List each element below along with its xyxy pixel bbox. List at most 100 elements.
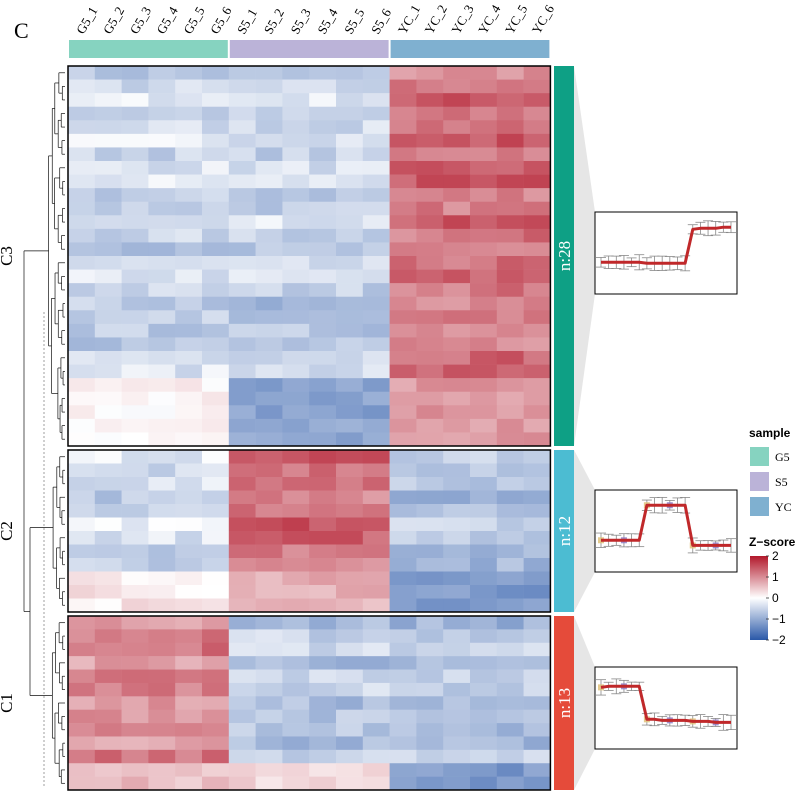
heatmap-cell [228, 517, 256, 532]
heatmap-cell [443, 517, 471, 532]
heatmap-cell [470, 405, 498, 420]
heatmap-cell [470, 93, 498, 108]
heatmap-cell [121, 147, 149, 162]
heatmap-cell [309, 736, 337, 751]
heatmap-cell [255, 391, 283, 406]
heatmap-cell [228, 598, 256, 613]
heatmap-cell [94, 531, 122, 545]
heatmap-cell [175, 188, 203, 203]
heatmap-cell [470, 66, 498, 80]
heatmap-cell [416, 201, 444, 216]
heatmap-cell [309, 161, 337, 175]
heatmap-cell [68, 544, 96, 559]
heatmap-cell [68, 188, 96, 203]
heatmap-cell [94, 256, 122, 270]
heatmap-cell [470, 120, 498, 135]
heatmap-cell [228, 504, 256, 518]
heatmap-cell [362, 696, 390, 710]
heatmap-cell [282, 133, 310, 148]
heatmap-cell [68, 776, 96, 791]
heatmap-cell [336, 749, 364, 764]
heatmap-cell [389, 517, 417, 532]
heatmap-cell [282, 642, 310, 657]
heatmap-cell [496, 642, 524, 657]
heatmap-cell [282, 432, 310, 447]
heatmap-cell [282, 682, 310, 697]
heatmap-cell [362, 201, 390, 216]
heatmap-cell [416, 490, 444, 505]
heatmap-cell [362, 93, 390, 108]
heatmap-cell [175, 571, 203, 586]
heatmap-cell [255, 642, 283, 657]
heatmap-cell [416, 337, 444, 352]
heatmap-cell [496, 147, 524, 162]
heatmap-cell [228, 642, 256, 657]
heatmap-cell [443, 405, 471, 420]
heatmap-cell [470, 616, 498, 630]
heatmap-cell [202, 571, 230, 586]
heatmap-cell [228, 242, 256, 257]
cluster-label-c3: C3 [0, 246, 16, 266]
heatmap-cell [175, 656, 203, 670]
heatmap-cell [68, 709, 96, 724]
heatmap-cell [496, 490, 524, 505]
heatmap-cell [202, 201, 230, 216]
heatmap-cell [362, 490, 390, 505]
heatmap-cell [336, 256, 364, 270]
heatmap-cell [202, 256, 230, 270]
heatmap-cell [496, 598, 524, 613]
heatmap-cell [416, 378, 444, 393]
heatmap-cell [121, 477, 149, 491]
heatmap-cell [443, 66, 471, 80]
heatmap-cell [148, 709, 176, 724]
zscore-tick-label: 1 [772, 570, 779, 584]
heatmap-cell [389, 133, 417, 148]
heatmap-cell [148, 79, 176, 94]
heatmap-cell [389, 242, 417, 257]
heatmap-cell [148, 106, 176, 121]
heatmap-cell [94, 323, 122, 338]
heatmap-cell [175, 269, 203, 284]
heatmap-cell [202, 351, 230, 365]
heatmap-cell [94, 228, 122, 243]
heatmap-cell [282, 629, 310, 644]
heatmap-cell [228, 450, 256, 464]
heatmap-cell [148, 337, 176, 352]
heatmap-cell [470, 585, 498, 599]
heatmap-cell [496, 215, 524, 230]
heatmap-cell [121, 776, 149, 791]
heatmap-cell [202, 228, 230, 243]
heatmap-cell [470, 490, 498, 505]
heatmap-cell [175, 642, 203, 657]
cluster-count-c2: n:12 [555, 516, 574, 546]
heatmap-cell [68, 736, 96, 751]
heatmap-cell [336, 477, 364, 491]
heatmap-cell [389, 323, 417, 338]
heatmap-cell [282, 736, 310, 751]
heatmap-cell [228, 571, 256, 586]
heatmap-cell [148, 763, 176, 777]
heatmap-cell [121, 432, 149, 447]
heatmap-cell [336, 450, 364, 464]
block-border-c2 [67, 449, 552, 613]
heatmap-cell [148, 405, 176, 420]
zscore-tick-label: 0 [772, 591, 779, 605]
heatmap-cell [175, 450, 203, 464]
heatmap-cell [443, 490, 471, 505]
heatmap-cell [309, 66, 337, 80]
heatmap-cell [175, 405, 203, 420]
heatmap-cell [175, 585, 203, 599]
heatmap-cell [121, 642, 149, 657]
heatmap-cell [148, 723, 176, 737]
heatmap-cell [282, 93, 310, 108]
heatmap-cell [496, 477, 524, 491]
heatmap-cell [443, 323, 471, 338]
heatmap-cell [336, 504, 364, 518]
heatmap-cell [362, 405, 390, 420]
heatmap-cell [175, 558, 203, 572]
heatmap-cell [228, 378, 256, 393]
heatmap-cell [94, 544, 122, 559]
heatmap-cell [202, 405, 230, 420]
heatmap-cell [68, 517, 96, 532]
heatmap-cell [523, 228, 551, 243]
